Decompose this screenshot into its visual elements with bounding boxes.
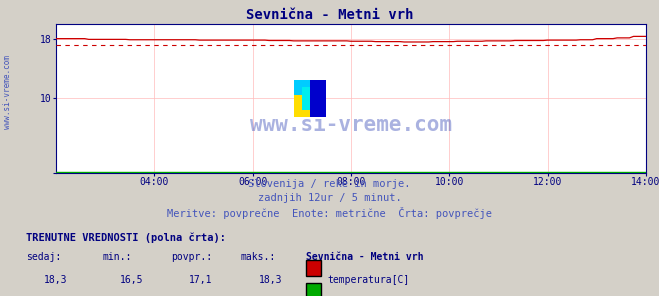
Text: TRENUTNE VREDNOSTI (polna črta):: TRENUTNE VREDNOSTI (polna črta): [26, 232, 226, 243]
Text: www.si-vreme.com: www.si-vreme.com [3, 55, 13, 129]
Bar [310, 80, 326, 117]
Bar [293, 80, 310, 95]
Text: zadnjih 12ur / 5 minut.: zadnjih 12ur / 5 minut. [258, 193, 401, 203]
Bar [302, 87, 310, 110]
Text: 18,3: 18,3 [258, 275, 282, 285]
Text: Slovenija / reke in morje.: Slovenija / reke in morje. [248, 179, 411, 189]
Text: www.si-vreme.com: www.si-vreme.com [250, 115, 452, 135]
Text: Sevnična - Metni vrh: Sevnična - Metni vrh [306, 252, 424, 262]
Text: temperatura[C]: temperatura[C] [328, 275, 410, 285]
Bar [293, 95, 310, 117]
Text: Sevnična - Metni vrh: Sevnična - Metni vrh [246, 8, 413, 22]
Text: Meritve: povprečne  Enote: metrične  Črta: povprečje: Meritve: povprečne Enote: metrične Črta:… [167, 207, 492, 220]
Text: 16,5: 16,5 [120, 275, 144, 285]
Text: min.:: min.: [102, 252, 132, 262]
Text: maks.:: maks.: [241, 252, 275, 262]
Text: sedaj:: sedaj: [26, 252, 61, 262]
Text: povpr.:: povpr.: [171, 252, 212, 262]
Text: 18,3: 18,3 [44, 275, 68, 285]
Text: 17,1: 17,1 [189, 275, 213, 285]
